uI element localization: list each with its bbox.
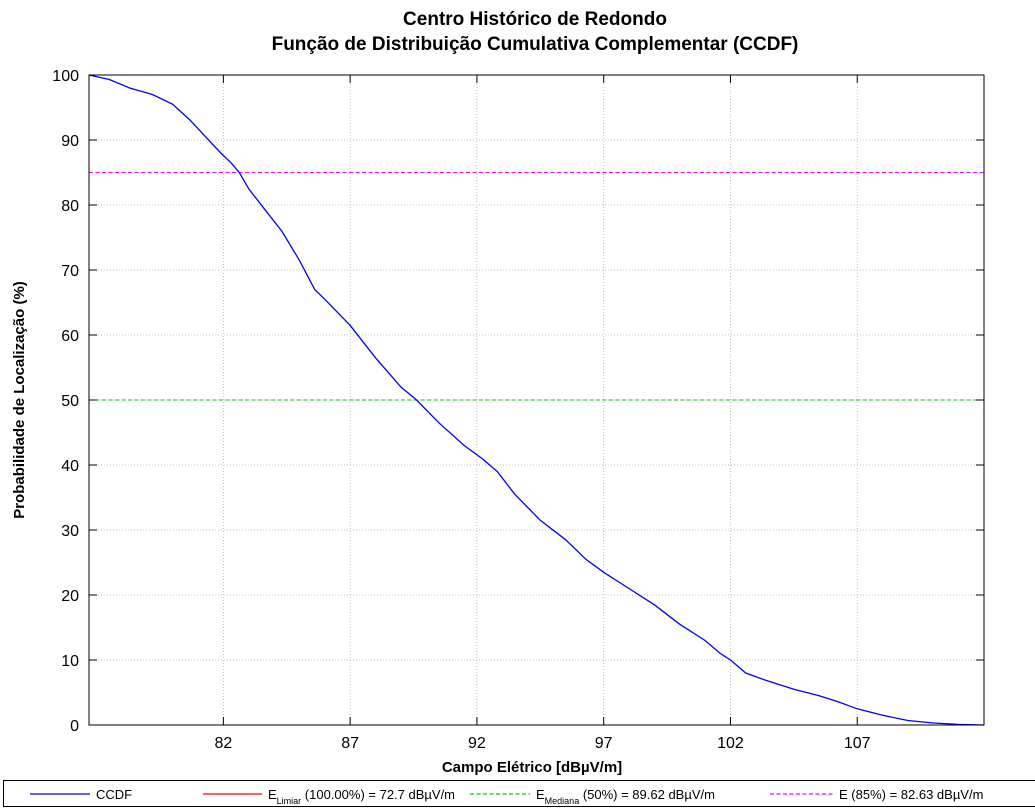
legend-label-value: (100.00%) = 72.7 dBµV/m [301, 787, 455, 802]
x-tick-label: 87 [341, 735, 359, 752]
x-tick-label: 97 [595, 735, 613, 752]
legend-label-subscript: Limiar [277, 796, 302, 806]
ccdf-series-line [88, 74, 985, 726]
y-tick-label: 80 [61, 198, 79, 215]
y-tick-label: 30 [61, 523, 79, 540]
legend-label: CCDF [96, 787, 132, 802]
legend-label-main: E [536, 787, 545, 802]
chart-title-line-1: Centro Histórico de Redondo [403, 9, 667, 30]
y-tick-label: 100 [52, 68, 79, 85]
legend-label: ELimiar (100.00%) = 72.7 dBµV/m [268, 787, 455, 806]
chart-title-line-2: Função de Distribuição Cumulativa Comple… [272, 34, 799, 55]
legend-label-subscript: Mediana [545, 796, 580, 806]
y-tick-label: 50 [61, 393, 79, 410]
legend: CCDF ELimiar (100.00%) = 72.7 dBµV/m EMedi… [3, 780, 1035, 807]
y-tick-label: 60 [61, 328, 79, 345]
y-tick-label: 20 [61, 588, 79, 605]
legend-label-value: (50%) = 89.62 dBµV/m [579, 787, 715, 802]
data-series [88, 74, 985, 726]
legend-label: E (85%) = 82.63 dBµV/m [839, 787, 983, 802]
x-tick-label: 92 [468, 735, 486, 752]
legend-label: EMediana (50%) = 89.62 dBµV/m [536, 787, 715, 806]
x-axis-title: Campo Elétrico [dBµV/m] [442, 759, 622, 776]
x-axis-ticks: 82 87 92 97 102 107 [214, 75, 871, 752]
x-tick-label: 82 [214, 735, 232, 752]
y-axis-ticks: 0 10 20 30 40 50 60 70 80 90 100 [52, 68, 984, 735]
legend-label-main: E (85%) = 82.63 dBµV/m [839, 787, 983, 802]
x-tick-label: 102 [717, 735, 744, 752]
y-tick-label: 90 [61, 133, 79, 150]
legend-label-main: E [268, 787, 277, 802]
y-tick-label: 10 [61, 653, 79, 670]
x-tick-label: 107 [844, 735, 871, 752]
y-axis-title: Probabilidade de Localização (%) [11, 281, 28, 519]
y-tick-label: 40 [61, 458, 79, 475]
y-tick-label: 0 [70, 718, 79, 735]
legend-label-main: CCDF [96, 787, 132, 802]
y-tick-label: 70 [61, 263, 79, 280]
